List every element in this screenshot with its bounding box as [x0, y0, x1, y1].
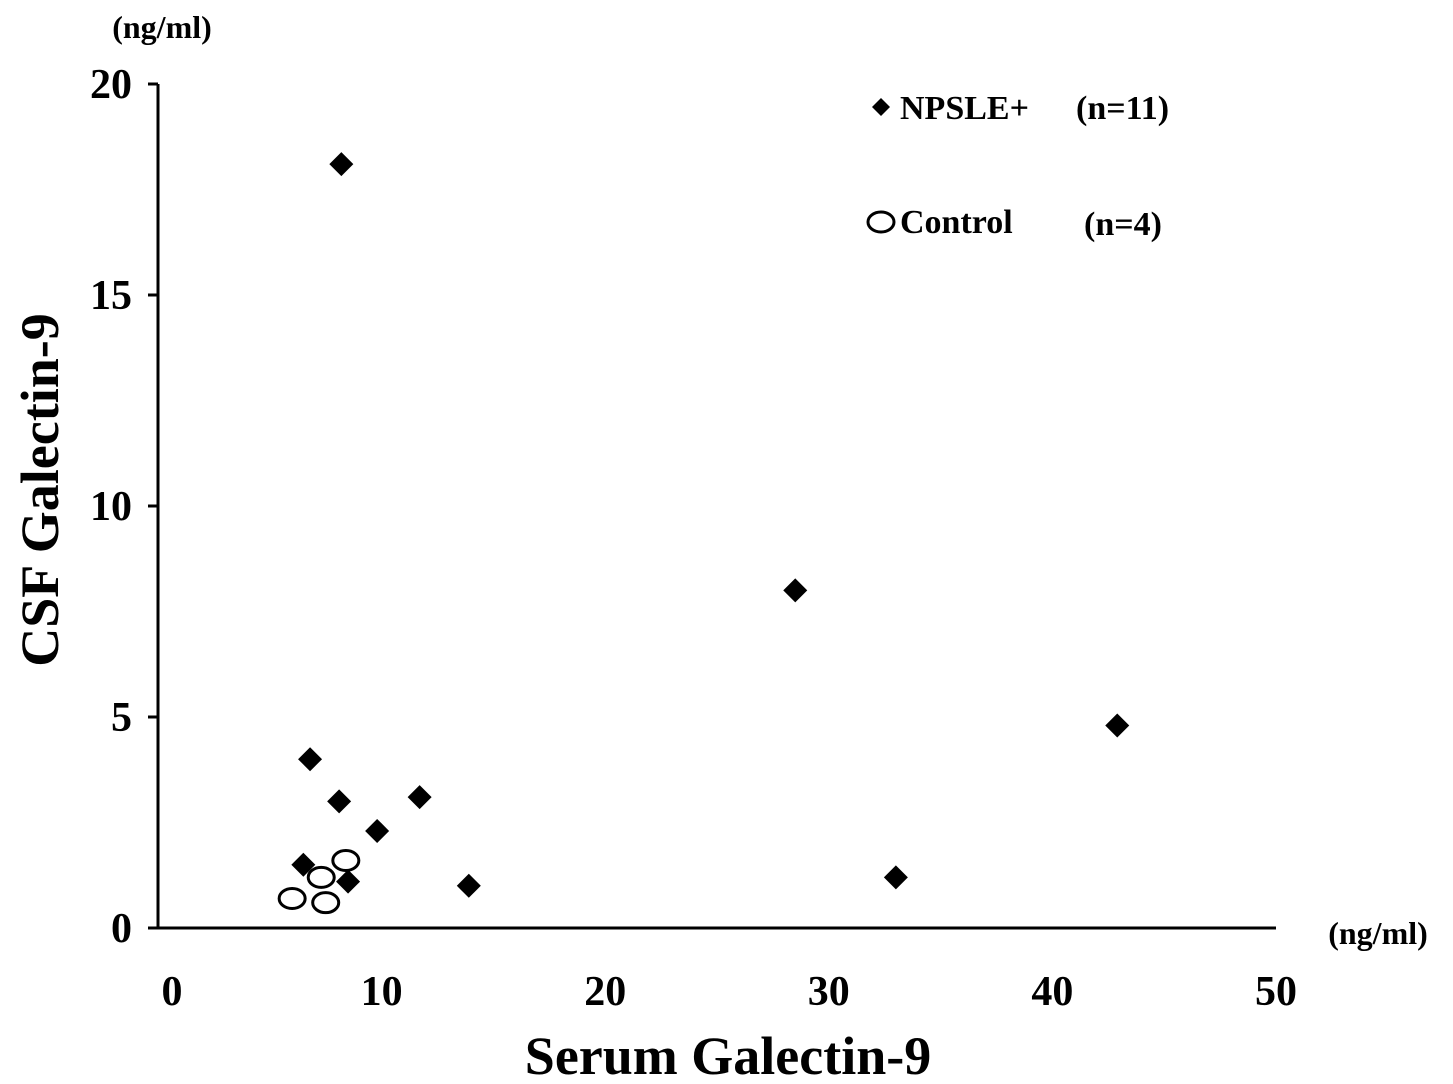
x-tick-label: 40 — [1031, 969, 1073, 1015]
x-tick-label: 20 — [584, 969, 626, 1015]
control-data-point — [306, 865, 336, 889]
legend-label-npsle: NPSLE+ — [900, 90, 1029, 127]
x-tick-label: 50 — [1255, 969, 1297, 1015]
legend-count-control: (n=4) — [1084, 206, 1162, 243]
legend-item-control: Control (n=4) — [866, 204, 1162, 243]
legend: NPSLE+ (n=11) Control (n=4) — [866, 90, 1169, 243]
legend-count-npsle: (n=11) — [1076, 90, 1169, 127]
y-unit-label: (ng/ml) — [112, 9, 212, 45]
npsle-data-point — [883, 865, 908, 890]
npsle-data-point — [327, 789, 352, 814]
legend-marker-circle — [866, 210, 896, 234]
legend-label-control: Control — [900, 204, 1013, 241]
y-axis-title: CSF Galectin-9 — [10, 313, 70, 666]
npsle-data-point — [1105, 713, 1130, 738]
npsle-data-point — [456, 873, 481, 898]
y-tick-label: 20 — [90, 62, 132, 108]
npsle-data-point — [291, 852, 316, 877]
y-axis-ticks: 0 5 10 15 20 — [90, 62, 158, 952]
control-data-point — [277, 886, 307, 910]
legend-item-npsle: NPSLE+ (n=11) — [872, 90, 1169, 127]
npsle-data-point — [407, 785, 432, 810]
legend-marker-diamond — [872, 98, 890, 116]
y-tick-label: 5 — [111, 695, 132, 741]
x-tick-label: 10 — [361, 969, 403, 1015]
y-tick-label: 15 — [90, 273, 132, 319]
npsle-data-point — [336, 869, 361, 894]
x-tick-label: 0 — [162, 969, 183, 1015]
y-tick-label: 10 — [90, 484, 132, 530]
axes: 0 5 10 15 20 0 10 20 30 40 50 — [90, 62, 1297, 1015]
npsle-data-point — [298, 747, 323, 772]
x-tick-label: 30 — [808, 969, 850, 1015]
control-data-point — [311, 891, 341, 915]
npsle-data-point — [365, 818, 390, 843]
data-points — [277, 152, 1130, 915]
x-unit-label: (ng/ml) — [1328, 915, 1428, 951]
x-axis-ticks: 0 10 20 30 40 50 — [162, 969, 1298, 1015]
y-tick-label: 0 — [111, 906, 132, 952]
npsle-data-point — [329, 152, 354, 177]
x-axis-title: Serum Galectin-9 — [525, 1026, 931, 1084]
npsle-data-point — [783, 578, 808, 603]
control-data-point — [331, 848, 361, 872]
